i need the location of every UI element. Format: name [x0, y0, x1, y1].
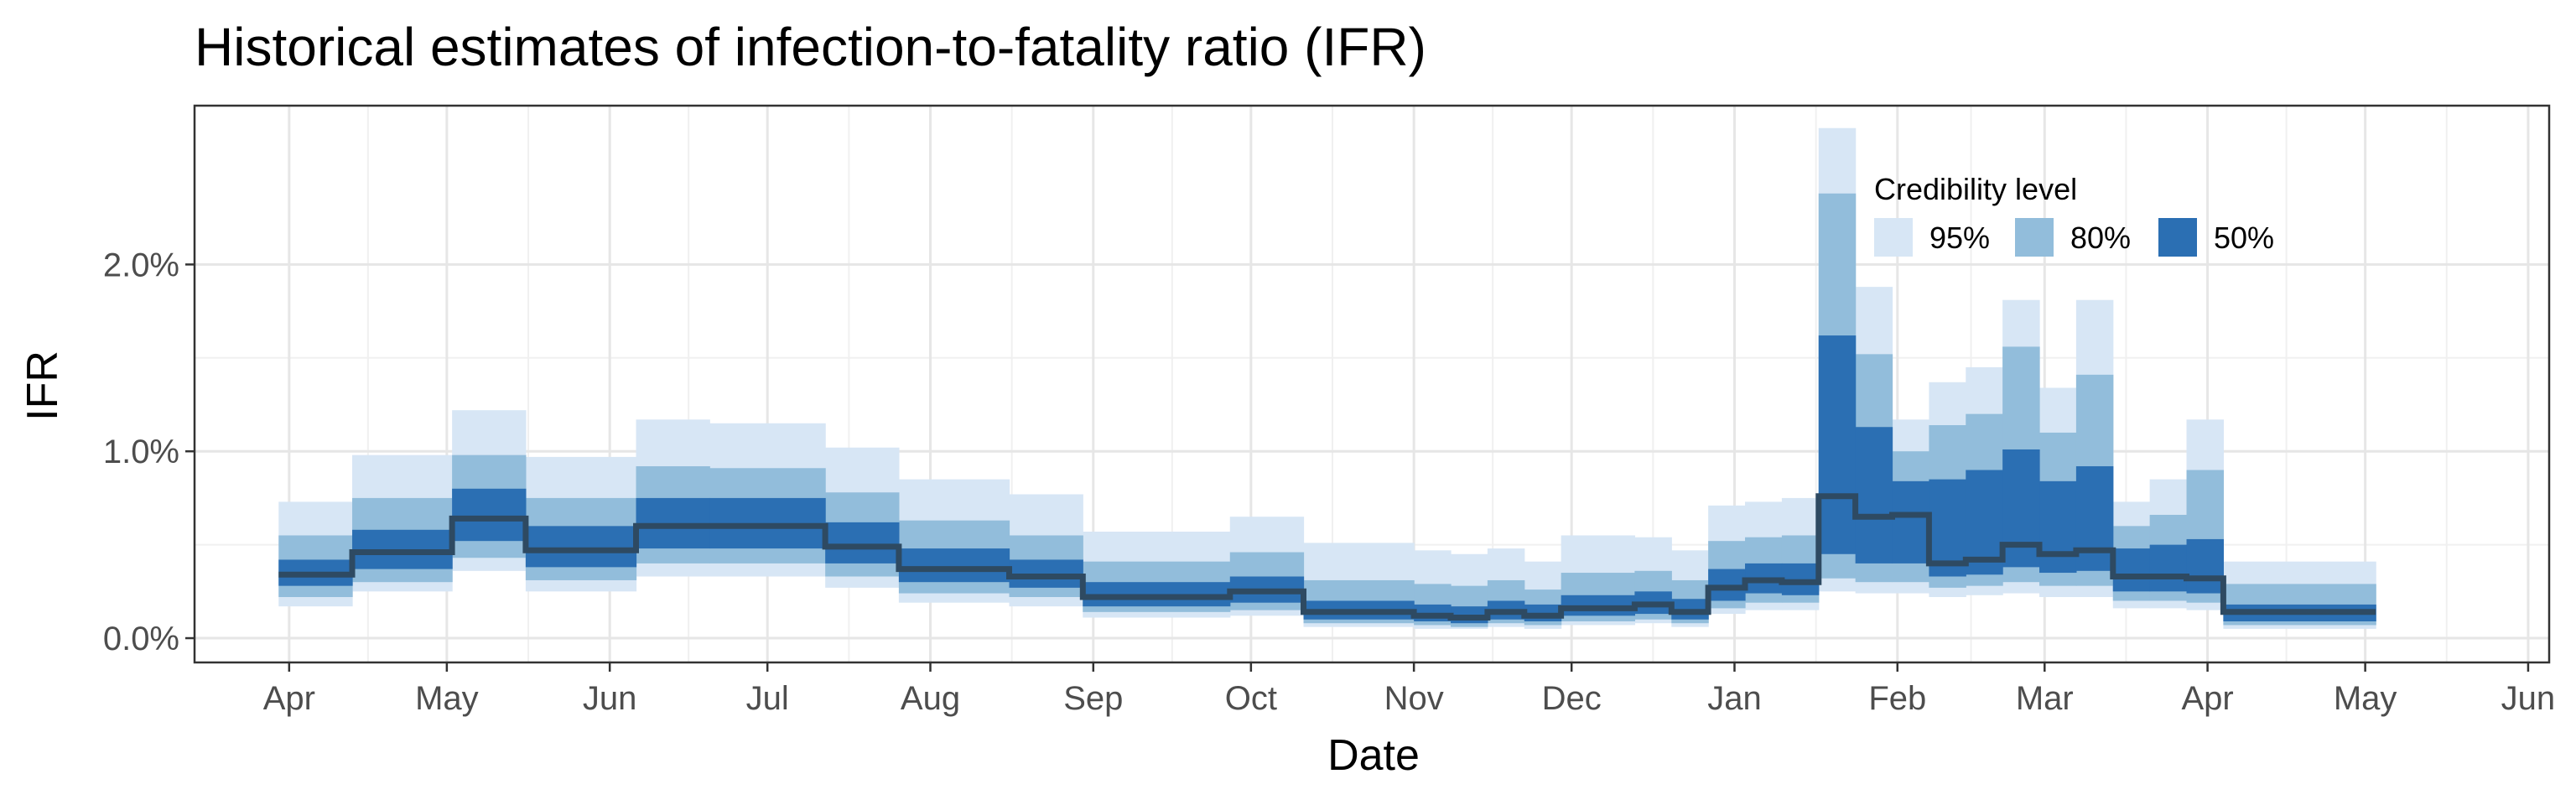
y-tick-label: 0.0%	[103, 621, 179, 657]
x-tick-label: Feb	[1868, 680, 1926, 717]
x-tick-label: Jul	[746, 680, 789, 717]
band-50-segment	[825, 522, 900, 564]
x-tick-label: May	[2334, 680, 2397, 717]
x-tick-label: Jan	[1707, 680, 1762, 717]
x-axis-title: Date	[1327, 731, 1420, 780]
legend: Credibility level 95% 80% 50%	[1874, 172, 2274, 257]
legend-title: Credibility level	[1874, 172, 2077, 206]
y-tick-label: 2.0%	[103, 247, 179, 283]
band-50-segment	[2149, 544, 2188, 592]
band-50-segment	[2002, 449, 2040, 568]
band-50-segment	[2112, 548, 2151, 592]
median-layer	[278, 493, 2376, 621]
band-50-segment	[1818, 335, 1857, 554]
legend-label: 80%	[2070, 221, 2131, 255]
x-tick-label: Oct	[1225, 680, 1277, 717]
band-50-segment	[452, 488, 527, 542]
x-tick-label: Jun	[2501, 680, 2556, 717]
band-50-segment	[898, 548, 1010, 583]
band-50-segment	[2075, 466, 2114, 571]
band-50-segment	[1892, 480, 1929, 564]
band-50-segment	[525, 526, 637, 568]
x-tick-label: Mar	[2016, 680, 2074, 717]
panel-border	[193, 104, 2551, 664]
x-tick-label: Apr	[263, 680, 315, 717]
y-tick-label: 1.0%	[103, 434, 179, 470]
x-tick-label: Sep	[1063, 680, 1123, 717]
x-tick-label: May	[415, 680, 479, 717]
x-tick-label: Jun	[583, 680, 637, 717]
legend-label: 50%	[2214, 221, 2274, 255]
band-50-segment	[1929, 479, 1966, 577]
legend-key-50	[2158, 218, 2197, 257]
x-tick-label: Nov	[1384, 680, 1444, 717]
axis-layer: Apr May Jun Jul Aug Sep Oct Nov Dec Jan Feb Mar Apr M…	[103, 247, 2555, 717]
legend-key-80	[2015, 218, 2054, 257]
x-tick-label: Apr	[2181, 680, 2233, 717]
x-tick-label: Dec	[1542, 680, 1602, 717]
band-50-segment	[1855, 427, 1893, 564]
x-tick-label: Aug	[901, 680, 960, 717]
band-50-segment	[2186, 538, 2224, 594]
legend-label: 95%	[1929, 221, 1990, 255]
y-axis-title: IFR	[18, 351, 67, 421]
band-50-segment	[2039, 480, 2077, 574]
median-line	[278, 493, 2376, 621]
chart-title: Historical estimates of infection-to-fat…	[195, 17, 1426, 77]
legend-key-95	[1874, 218, 1913, 257]
